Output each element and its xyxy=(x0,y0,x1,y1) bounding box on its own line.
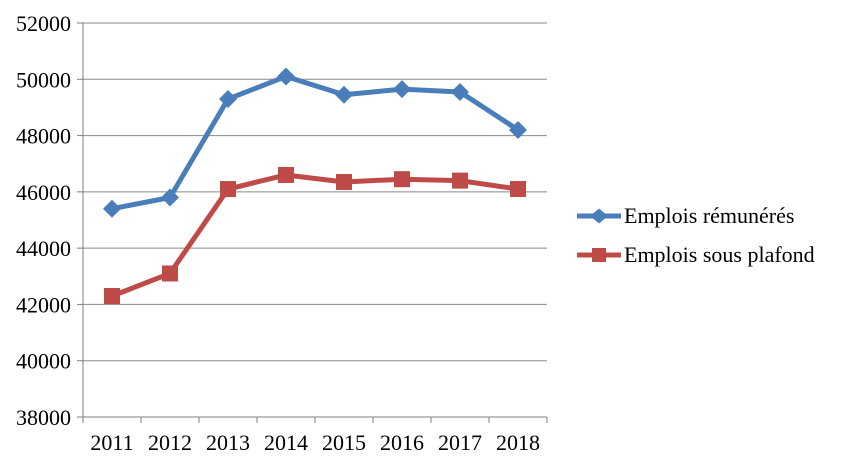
data-point-square xyxy=(452,172,468,189)
data-point-diamond xyxy=(451,82,469,101)
data-point-square xyxy=(278,166,294,183)
data-point-diamond xyxy=(335,85,353,104)
y-tick-label: 44000 xyxy=(16,236,71,261)
data-point-square xyxy=(336,174,352,191)
y-tick-label: 48000 xyxy=(16,124,71,149)
data-point-diamond xyxy=(161,188,179,207)
data-point-diamond xyxy=(277,67,295,86)
data-point-square xyxy=(510,181,526,198)
legend-line-square-icon xyxy=(577,247,621,262)
x-tick-label: 2015 xyxy=(322,430,366,455)
y-tick-label: 46000 xyxy=(16,180,71,205)
x-tick-label: 2013 xyxy=(206,430,250,455)
chart-legend: Emplois rémunérés Emplois sous plafond xyxy=(577,202,815,280)
data-point-square xyxy=(394,171,410,188)
legend-item-emplois-sous-plafond: Emplois sous plafond xyxy=(577,241,815,268)
x-tick-label: 2018 xyxy=(496,430,540,455)
data-point-diamond xyxy=(219,89,237,108)
series-line-square xyxy=(111,172,519,299)
legend-label: Emplois rémunérés xyxy=(624,202,795,228)
y-tick-label: 38000 xyxy=(16,405,71,430)
y-tick-label: 50000 xyxy=(16,67,71,92)
legend-label: Emplois sous plafond xyxy=(624,241,815,267)
x-tick-label: 2011 xyxy=(90,430,133,455)
data-point-diamond xyxy=(509,120,527,139)
x-tick-label: 2016 xyxy=(380,430,424,455)
data-point-square xyxy=(162,265,178,282)
y-tick-label: 42000 xyxy=(16,292,71,317)
series-line-diamond xyxy=(111,73,520,212)
legend-line-diamond-icon xyxy=(577,208,621,223)
x-tick-label: 2017 xyxy=(438,430,482,455)
x-tick-label: 2014 xyxy=(264,430,308,455)
y-tick-label: 52000 xyxy=(16,11,71,36)
x-tick-label: 2012 xyxy=(148,430,192,455)
y-tick-label: 40000 xyxy=(16,349,71,374)
data-point-diamond xyxy=(393,80,411,99)
legend-item-emplois-remuneres: Emplois rémunérés xyxy=(577,202,815,229)
data-point-diamond xyxy=(103,199,121,218)
data-point-square xyxy=(220,181,236,198)
data-point-square xyxy=(104,287,120,304)
